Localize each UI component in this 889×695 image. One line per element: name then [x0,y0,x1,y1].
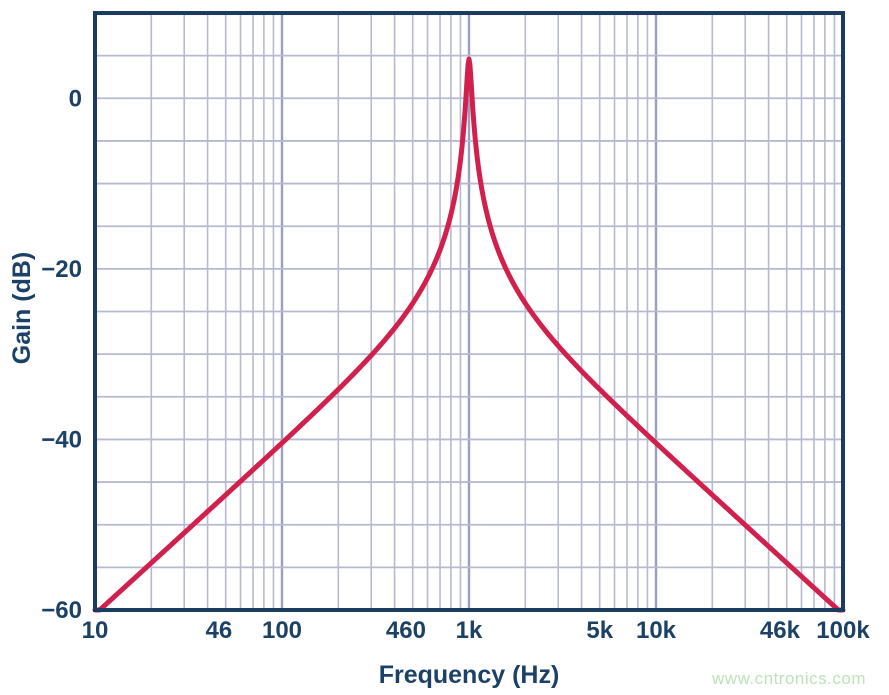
x-axis-tick-labels: 10 46 100 460 1k 5k 10k 46k 100k [82,617,871,644]
y-tick-label--40: −40 [41,426,82,453]
x-tick-label-5k: 5k [586,617,613,644]
plot-frame [93,11,845,612]
y-tick-label--20: −20 [41,256,82,283]
y-tick-label--60: −60 [41,597,82,624]
x-tick-label-460: 460 [386,617,426,644]
x-tick-label-1k: 1k [456,617,483,644]
y-axis-tick-labels: 0 −20 −40 −60 [41,85,82,624]
x-tick-label-100k: 100k [816,617,870,644]
watermark-text: www.cntronics.com [711,669,866,688]
x-tick-label-10: 10 [82,617,109,644]
y-tick-label-0: 0 [69,85,82,112]
x-tick-label-10k: 10k [636,617,677,644]
x-tick-label-46k: 46k [760,617,801,644]
x-tick-label-46: 46 [206,617,233,644]
x-tick-label-100: 100 [262,617,302,644]
y-axis-title: Gain (dB) [8,252,36,365]
x-axis-title: Frequency (Hz) [379,661,560,689]
bandpass-response-curve [92,56,846,613]
y-grid-lines [95,54,843,569]
